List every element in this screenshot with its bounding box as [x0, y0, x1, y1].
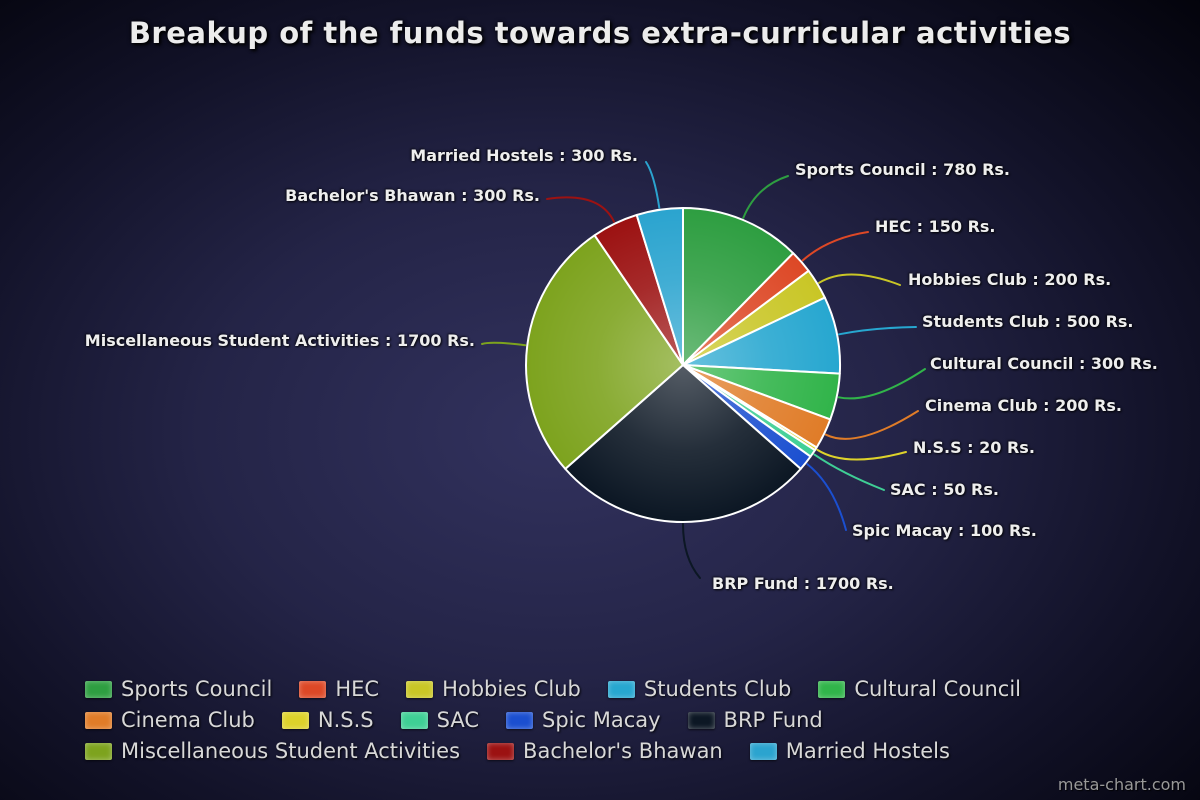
- legend-item-n-s-s: N.S.S: [281, 708, 374, 732]
- legend-swatch-students-club: [607, 680, 635, 698]
- legend-swatch-n-s-s: [281, 711, 309, 729]
- callout-sac: SAC : 50 Rs.: [890, 480, 999, 499]
- callout-hobbies-club: Hobbies Club : 200 Rs.: [908, 270, 1112, 289]
- legend-swatch-spic-macay: [506, 711, 533, 729]
- legend-label: Miscellaneous Student Activities: [121, 739, 461, 763]
- leader-line-sports-council: [742, 175, 789, 219]
- legend-item-bachelor-s-bhawan: Bachelor's Bhawan: [487, 739, 723, 763]
- leader-line-cultural-council: [837, 368, 926, 400]
- legend-item-cultural-council: Cultural Council: [818, 677, 1021, 701]
- legend-label: Bachelor's Bhawan: [523, 739, 723, 763]
- callout-spic-macay: Spic Macay : 100 Rs.: [852, 521, 1037, 540]
- chart-title: Breakup of the funds towards extra-curri…: [128, 16, 1072, 50]
- legend-item-miscellaneous-student-activities: Miscellaneous Student Activities: [85, 739, 460, 763]
- legend-label: Sports Council: [121, 677, 273, 701]
- legend-swatch-miscellaneous-student-activities: [85, 742, 112, 760]
- callout-miscellaneous-student-activities: Miscellaneous Student Activities : 1700 …: [84, 331, 475, 350]
- legend-label: HEC: [335, 677, 380, 701]
- leader-line-hec: [801, 231, 869, 262]
- legend-swatch-sac: [400, 711, 428, 729]
- legend-item-students-club: Students Club: [607, 677, 792, 701]
- legend-label: SAC: [436, 708, 479, 732]
- pie-slices-group: [525, 207, 842, 523]
- legend-item-married-hostels: Married Hostels: [749, 739, 950, 763]
- legend-item-hobbies-club: Hobbies Club: [406, 677, 581, 701]
- legend-item-brp-fund: BRP Fund: [687, 708, 823, 732]
- callout-married-hostels: Married Hostels : 300 Rs.: [410, 146, 638, 165]
- legend-label: Students Club: [643, 677, 792, 701]
- leader-line-brp-fund: [682, 523, 701, 579]
- legend-swatch-bachelor-s-bhawan: [487, 742, 515, 760]
- legend-item-sports-council: Sports Council: [85, 677, 272, 701]
- legend-item-sac: SAC: [400, 708, 479, 732]
- legend-swatch-hec: [299, 680, 327, 698]
- legend-label: Hobbies Club: [442, 677, 581, 701]
- leader-line-spic-macay: [806, 463, 847, 531]
- legend-label: Cultural Council: [854, 677, 1022, 701]
- legend-item-hec: HEC: [299, 677, 379, 701]
- callout-hec: HEC : 150 Rs.: [875, 217, 996, 236]
- legend-swatch-brp-fund: [687, 711, 715, 729]
- legend-item-spic-macay: Spic Macay: [506, 708, 661, 732]
- callout-cinema-club: Cinema Club : 200 Rs.: [925, 396, 1123, 415]
- leader-line-cinema-club: [824, 410, 919, 440]
- legend-item-cinema-club: Cinema Club: [85, 708, 255, 732]
- legend-label: BRP Fund: [723, 708, 823, 732]
- leader-line-n-s-s: [816, 448, 907, 461]
- leader-line-miscellaneous-student-activities: [481, 341, 527, 347]
- legend-row: Sports Council HEC Hobbies Club Students Cl…: [85, 677, 1021, 701]
- legend-row: Cinema Club N.S.S SAC Spic Macay BRP Fund: [85, 708, 1021, 732]
- callout-brp-fund: BRP Fund : 1700 Rs.: [712, 574, 894, 593]
- leader-line-married-hostels: [645, 161, 661, 209]
- legend: Sports Council HEC Hobbies Club Students Cl…: [85, 677, 1021, 770]
- legend-swatch-married-hostels: [749, 742, 777, 760]
- leader-line-sac: [813, 453, 885, 491]
- legend-label: Cinema Club: [121, 708, 255, 732]
- leader-line-bachelor-s-bhawan: [546, 196, 615, 223]
- legend-swatch-sports-council: [85, 680, 112, 698]
- callout-students-club: Students Club : 500 Rs.: [922, 312, 1134, 331]
- leader-line-hobbies-club: [818, 273, 901, 286]
- callout-n-s-s: N.S.S : 20 Rs.: [913, 438, 1035, 457]
- callout-bachelor-s-bhawan: Bachelor's Bhawan : 300 Rs.: [285, 186, 540, 205]
- leader-lines-group: [481, 161, 926, 579]
- legend-label: Spic Macay: [542, 708, 661, 732]
- legend-swatch-cultural-council: [818, 680, 846, 698]
- watermark: meta-chart.com: [1057, 775, 1186, 794]
- leader-line-students-club: [838, 326, 917, 336]
- legend-swatch-hobbies-club: [406, 680, 434, 698]
- callout-cultural-council: Cultural Council : 300 Rs.: [930, 354, 1158, 373]
- legend-label: Married Hostels: [785, 739, 950, 763]
- legend-swatch-cinema-club: [85, 711, 112, 729]
- legend-label: N.S.S: [317, 708, 374, 732]
- callout-sports-council: Sports Council : 780 Rs.: [795, 160, 1010, 179]
- legend-row: Miscellaneous Student Activities Bachelor…: [85, 739, 1021, 763]
